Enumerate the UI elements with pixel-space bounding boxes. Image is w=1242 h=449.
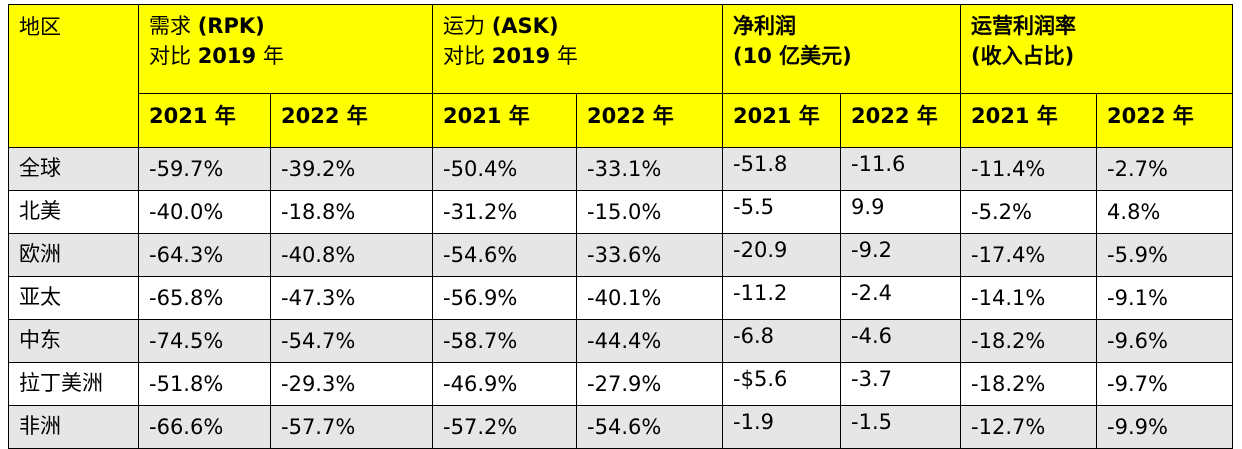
group-header-row: 地区 需求 (RPK) 对比 2019 年 运力 (ASK) 对比 2019 年… bbox=[8, 4, 1234, 148]
region-cell: 全球 bbox=[8, 147, 139, 191]
region-cell: 拉丁美洲 bbox=[8, 362, 139, 406]
value-cell: -4.6 bbox=[840, 319, 962, 363]
value-cell: -20.9 bbox=[722, 233, 842, 277]
year-header-2021: 2021 年 bbox=[960, 93, 1098, 148]
value-cell: -40.1% bbox=[576, 276, 724, 320]
table-row: 欧洲 -64.3% -40.8% -54.6% -33.6% -20.9 -9.2 -17.4… bbox=[8, 233, 1234, 277]
value-cell: -39.2% bbox=[269, 147, 434, 191]
value-cell: -2.7% bbox=[1096, 147, 1234, 191]
value-cell: -50.4% bbox=[432, 147, 578, 191]
table-row: 亚太 -65.8% -47.3% -56.9% -40.1% -11.2 -2.4 -14.1… bbox=[8, 276, 1234, 320]
year-header-2022: 2022 年 bbox=[840, 93, 962, 148]
group-header-demand: 需求 (RPK) 对比 2019 年 bbox=[137, 4, 434, 94]
value-cell: -40.0% bbox=[138, 190, 271, 234]
region-cell: 非洲 bbox=[8, 405, 139, 449]
year-header-2021: 2021 年 bbox=[138, 93, 271, 148]
table-row: 北美 -40.0% -18.8% -31.2% -15.0% -5.5 9.9 -5.2% 4.… bbox=[8, 190, 1234, 234]
value-cell: -5.9% bbox=[1096, 233, 1234, 277]
value-cell: -74.5% bbox=[138, 319, 271, 363]
value-cell: -5.5 bbox=[722, 190, 842, 234]
table-body: 全球 -59.7% -39.2% -50.4% -33.1% -51.8 -11.6 -11.… bbox=[8, 147, 1234, 449]
value-cell: 9.9 bbox=[840, 190, 962, 234]
value-cell: -6.8 bbox=[722, 319, 842, 363]
value-cell: -57.2% bbox=[432, 405, 578, 449]
value-cell: -51.8 bbox=[722, 147, 842, 191]
value-cell: -11.2 bbox=[722, 276, 842, 320]
region-cell: 欧洲 bbox=[8, 233, 139, 277]
value-cell: -64.3% bbox=[138, 233, 271, 277]
value-cell: -51.8% bbox=[138, 362, 271, 406]
year-header-2022: 2022 年 bbox=[1096, 93, 1234, 148]
value-cell: -3.7 bbox=[840, 362, 962, 406]
value-cell: -33.6% bbox=[576, 233, 724, 277]
value-cell: -29.3% bbox=[269, 362, 434, 406]
value-cell: -9.7% bbox=[1096, 362, 1234, 406]
value-cell: -31.2% bbox=[432, 190, 578, 234]
value-cell: -57.7% bbox=[269, 405, 434, 449]
value-cell: -9.6% bbox=[1096, 319, 1234, 363]
table-row: 全球 -59.7% -39.2% -50.4% -33.1% -51.8 -11.6 -11.… bbox=[8, 147, 1234, 191]
year-header-2021: 2021 年 bbox=[722, 93, 842, 148]
value-cell: -47.3% bbox=[269, 276, 434, 320]
value-cell: -9.2 bbox=[840, 233, 962, 277]
value-cell: -59.7% bbox=[138, 147, 271, 191]
value-cell: -5.2% bbox=[960, 190, 1098, 234]
value-cell: -11.6 bbox=[840, 147, 962, 191]
year-header-2021: 2021 年 bbox=[432, 93, 578, 148]
value-cell: -54.7% bbox=[269, 319, 434, 363]
region-cell: 亚太 bbox=[8, 276, 139, 320]
value-cell: -2.4 bbox=[840, 276, 962, 320]
value-cell: -44.4% bbox=[576, 319, 724, 363]
value-cell: -58.7% bbox=[432, 319, 578, 363]
value-cell: -9.1% bbox=[1096, 276, 1234, 320]
region-cell: 中东 bbox=[8, 319, 139, 363]
year-header-2022: 2022 年 bbox=[576, 93, 724, 148]
value-cell: -$5.6 bbox=[722, 362, 842, 406]
group-header-net-profit: 净利润 (10 亿美元) bbox=[722, 4, 962, 94]
value-cell: -54.6% bbox=[576, 405, 724, 449]
value-cell: -56.9% bbox=[432, 276, 578, 320]
value-cell: -11.4% bbox=[960, 147, 1098, 191]
value-cell: -18.8% bbox=[269, 190, 434, 234]
table-row: 非洲 -66.6% -57.7% -57.2% -54.6% -1.9 -1.5 -12.7%… bbox=[8, 405, 1234, 449]
value-cell: -54.6% bbox=[432, 233, 578, 277]
value-cell: -27.9% bbox=[576, 362, 724, 406]
year-header-row: 2021 年 2022 年 2021 年 2022 年 2021 年 2022 … bbox=[9, 93, 1234, 148]
value-cell: -40.8% bbox=[269, 233, 434, 277]
value-cell: -33.1% bbox=[576, 147, 724, 191]
region-header: 地区 bbox=[8, 4, 139, 148]
value-cell: 4.8% bbox=[1096, 190, 1234, 234]
value-cell: -12.7% bbox=[960, 405, 1098, 449]
table-row: 中东 -74.5% -54.7% -58.7% -44.4% -6.8 -4.6 -18.2%… bbox=[8, 319, 1234, 363]
value-cell: -18.2% bbox=[960, 362, 1098, 406]
value-cell: -46.9% bbox=[432, 362, 578, 406]
year-header-2022: 2022 年 bbox=[269, 93, 434, 148]
value-cell: -17.4% bbox=[960, 233, 1098, 277]
value-cell: -1.9 bbox=[722, 405, 842, 449]
value-cell: -14.1% bbox=[960, 276, 1098, 320]
value-cell: -9.9% bbox=[1096, 405, 1234, 449]
value-cell: -18.2% bbox=[960, 319, 1098, 363]
value-cell: -1.5 bbox=[840, 405, 962, 449]
group-header-capacity: 运力 (ASK) 对比 2019 年 bbox=[432, 4, 724, 94]
airline-forecast-table: 地区 需求 (RPK) 对比 2019 年 运力 (ASK) 对比 2019 年… bbox=[8, 4, 1234, 449]
value-cell: -65.8% bbox=[138, 276, 271, 320]
region-cell: 北美 bbox=[8, 190, 139, 234]
value-cell: -66.6% bbox=[138, 405, 271, 449]
table-row: 拉丁美洲 -51.8% -29.3% -46.9% -27.9% -$5.6 -3.7 -18… bbox=[8, 362, 1234, 406]
value-cell: -15.0% bbox=[576, 190, 724, 234]
group-header-operating-margin: 运营利润率 (收入占比) bbox=[960, 4, 1234, 94]
